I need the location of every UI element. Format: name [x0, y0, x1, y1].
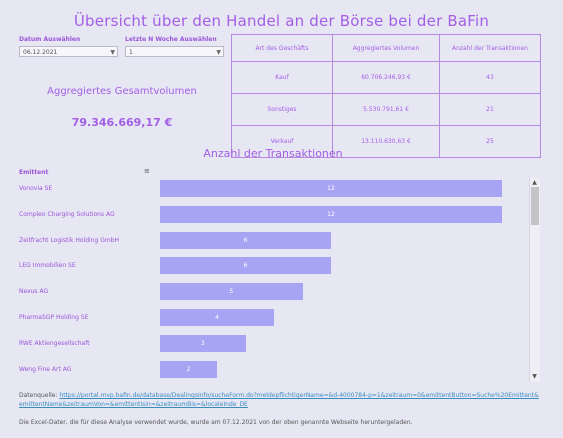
transactions-bar-chart: Vonovia SE 12 Compleo Charging Solutions A… [0, 178, 528, 382]
emittent-label: LEG Immobilien SE [19, 262, 76, 270]
chart-bar[interactable]: 12 [160, 180, 502, 197]
chart-bar[interactable]: 5 [160, 283, 303, 301]
date-filter-value: 06.12.2021 [23, 49, 58, 56]
bar-data-label: 3 [200, 339, 205, 347]
summary-cell-volume: 5.530.791,61 € [332, 93, 440, 126]
emittent-label: RWE Aktiengesellschaft [19, 339, 90, 347]
emittent-column-header: Emittent [19, 169, 49, 176]
emittent-label: Weng Fine Art AG [19, 365, 72, 373]
transactions-title: Anzahl der Transaktionen [203, 147, 343, 160]
summary-header-count: Anzahl der Transaktionen [439, 34, 541, 62]
footer-source-label: Datenquelle: [19, 392, 58, 399]
bar-data-label: 2 [186, 365, 191, 373]
chart-bar[interactable]: 6 [160, 257, 331, 275]
footer-source-link[interactable]: https://portal.mvp.bafin.de/database/Dea… [19, 392, 539, 408]
summary-header-type: Art des Geschäfts [231, 34, 333, 62]
bar-data-label: 6 [243, 236, 248, 244]
date-filter-select[interactable]: 06.12.2021 ▼ [19, 46, 118, 57]
summary-cell-type: Kauf [231, 61, 333, 94]
weeks-filter-value: 1 [129, 49, 133, 56]
chart-bar[interactable]: 3 [160, 334, 246, 352]
table-row: Verkauf 13.110.630,63 € 25 [231, 125, 541, 158]
chevron-down-icon: ▼ [110, 49, 115, 56]
scroll-down-icon[interactable]: ▼ [532, 373, 537, 380]
chevron-down-icon: ▼ [216, 49, 221, 56]
scroll-up-icon[interactable]: ▲ [532, 179, 537, 186]
bar-data-label: 5 [229, 288, 234, 296]
summary-cell-type: Verkauf [231, 125, 333, 158]
emittent-label: Vonovia SE [19, 185, 53, 192]
footer-source: Datenquelle: https://portal.mvp.bafin.de… [19, 391, 539, 409]
table-row: Kauf 60.706.246,93 € 43 [231, 61, 541, 94]
emittent-label: Compleo Charging Solutions AG [19, 210, 115, 218]
summary-cell-type: Sonstiges [231, 93, 333, 126]
summary-cell-count: 43 [439, 61, 541, 94]
bar-data-label: 4 [215, 314, 219, 321]
weeks-filter-label: Letzte N Woche Auswählen [125, 36, 217, 43]
summary-table: Art des Geschäfts Aggregiertes Volumen A… [231, 34, 541, 158]
chart-bar[interactable]: 4 [160, 309, 274, 326]
table-row: Sonstiges 5.530.791,61 € 21 [231, 93, 541, 126]
chart-scrollbar[interactable]: ▲ ▼ [529, 178, 540, 382]
page-title: Übersicht über den Handel an der Börse b… [73, 12, 490, 30]
summary-cell-count: 25 [439, 125, 541, 158]
emittent-label: Nexus AG [19, 288, 49, 296]
summary-cell-count: 21 [439, 93, 541, 126]
aggregate-value: 79.346.669,17 € [71, 116, 173, 129]
bar-data-label: 12 [327, 210, 335, 218]
scrollbar-thumb[interactable] [531, 187, 539, 225]
bar-data-label: 6 [243, 262, 248, 270]
chart-bar[interactable]: 12 [160, 205, 502, 223]
date-filter-label: Datum Auswählen [19, 36, 81, 43]
chart-bar[interactable]: 2 [160, 360, 217, 378]
sort-icon[interactable]: ≡ [144, 167, 150, 175]
aggregate-label: Aggregiertes Gesamtvolumen [47, 86, 197, 97]
emittent-label: Zeitfracht Logistik Holding GmbH [19, 236, 120, 244]
summary-header-volume: Aggregiertes Volumen [332, 34, 440, 62]
footer-note: Die Excel-Dater, die für diese Analyse v… [19, 419, 413, 426]
summary-table-header-row: Art des Geschäfts Aggregiertes Volumen A… [231, 34, 541, 62]
summary-cell-volume: 60.706.246,93 € [332, 61, 440, 94]
bar-data-label: 12 [327, 185, 335, 192]
weeks-filter-select[interactable]: 1 ▼ [125, 46, 224, 57]
chart-bar[interactable]: 6 [160, 231, 331, 249]
emittent-label: PharmaSGP Holding SE [19, 314, 89, 321]
